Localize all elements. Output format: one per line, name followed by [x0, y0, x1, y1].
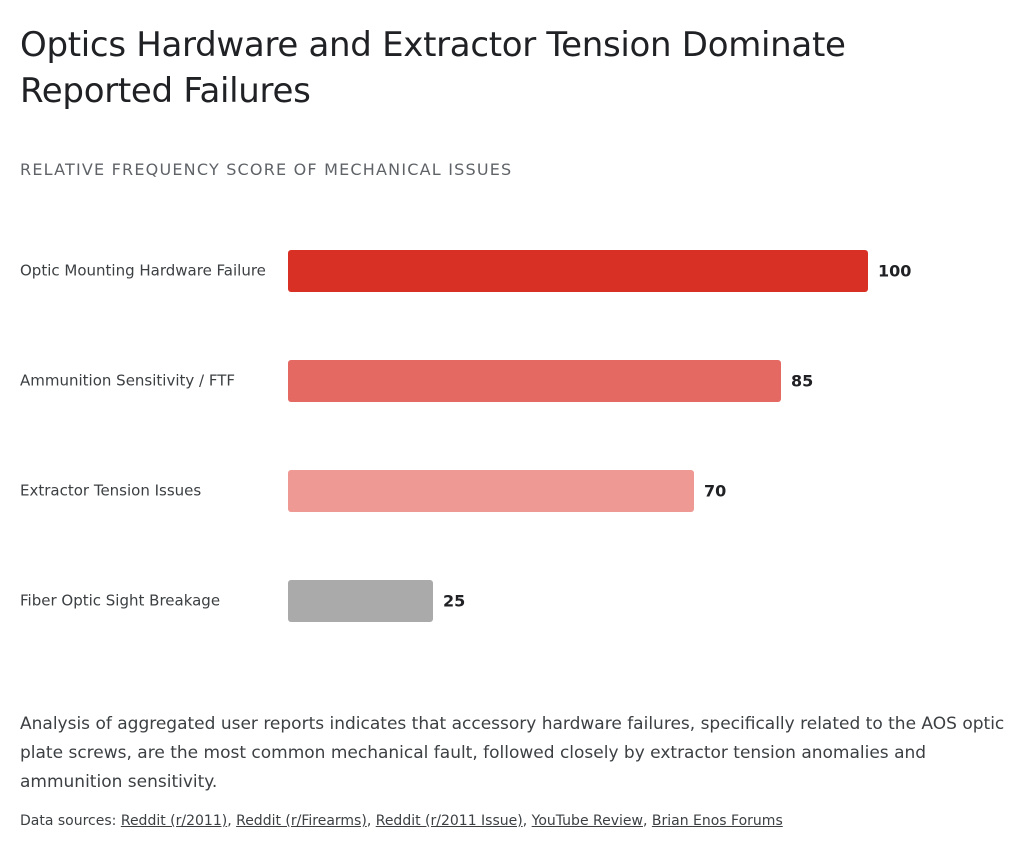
- category-label: Ammunition Sensitivity / FTF: [20, 372, 235, 390]
- category-label: Fiber Optic Sight Breakage: [20, 592, 220, 610]
- sources: Data sources: Reddit (r/2011) Reddit (r/…: [20, 813, 783, 829]
- chart-subtitle: RELATIVE FREQUENCY SCORE OF MECHANICAL I…: [20, 160, 513, 179]
- bar: [288, 470, 694, 512]
- bar: [288, 360, 781, 402]
- sources-label: Data sources:: [20, 813, 117, 829]
- chart-title: Optics Hardware and Extractor Tension Do…: [20, 25, 846, 111]
- source-link[interactable]: Reddit (r/Firearms): [236, 813, 371, 829]
- source-link[interactable]: YouTube Review: [532, 813, 648, 829]
- category-label: Extractor Tension Issues: [20, 482, 201, 500]
- bar: [288, 250, 868, 292]
- bar: [288, 580, 433, 622]
- description: Analysis of aggregated user reports indi…: [20, 714, 1005, 792]
- value-label: 25: [443, 592, 465, 611]
- value-label: 85: [791, 372, 813, 391]
- value-label: 100: [878, 262, 911, 281]
- source-link[interactable]: Brian Enos Forums: [651, 813, 783, 829]
- value-label: 70: [704, 482, 726, 501]
- category-label: Optic Mounting Hardware Failure: [20, 262, 266, 280]
- chart: Optic Mounting Hardware Failure 100 Ammuni…: [20, 250, 911, 622]
- source-link[interactable]: Reddit (r/2011): [121, 813, 232, 829]
- source-link[interactable]: Reddit (r/2011 Issue): [376, 813, 527, 829]
